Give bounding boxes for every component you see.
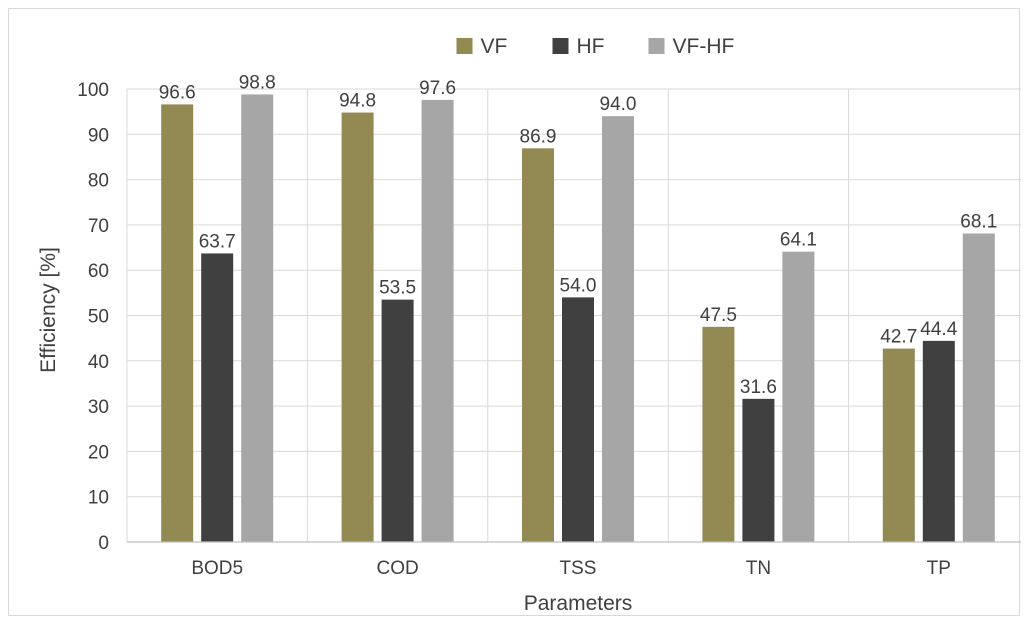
x-tick-label: BOD5 <box>191 558 243 579</box>
data-label: 64.1 <box>780 230 817 251</box>
axes: 0 10 20 30 40 50 60 70 80 90 100 BOD5 COD TSS TN TP <box>77 80 1029 579</box>
data-label: 98.8 <box>239 72 276 93</box>
legend-swatch <box>456 38 473 54</box>
data-label: 54.0 <box>560 275 597 296</box>
data-label: 47.5 <box>700 305 737 326</box>
y-tick-label: 70 <box>88 216 109 237</box>
data-label: 96.6 <box>159 82 196 103</box>
bars <box>161 94 995 543</box>
legend-swatch <box>648 38 665 54</box>
data-label: 53.5 <box>379 278 416 299</box>
legend: VF HF VF-HF <box>456 35 735 58</box>
x-tick-label: COD <box>376 558 418 579</box>
x-tick-label: TP <box>927 558 951 579</box>
bar-vf-cod <box>341 112 374 542</box>
bar-hf-bod5 <box>201 253 234 542</box>
data-label: 97.6 <box>419 78 456 99</box>
x-tick-label: TSS <box>560 558 597 579</box>
y-tick-label: 30 <box>88 397 109 418</box>
bar-hf-tss <box>562 297 594 542</box>
legend-label: VF-HF <box>673 35 735 58</box>
bar-vf-tp <box>882 348 915 542</box>
data-label: 42.7 <box>880 327 917 348</box>
y-tick-label: 10 <box>88 488 109 509</box>
data-label: 44.4 <box>920 319 957 340</box>
data-label: 31.6 <box>740 377 777 398</box>
legend-swatch <box>552 38 569 54</box>
bar-hf-tn <box>742 398 775 542</box>
legend-label: VF <box>481 35 508 58</box>
bar-hf-tp <box>922 340 955 542</box>
chart-frame: 96.6 63.7 98.8 94.8 53.5 97.6 86.9 54.0 94.0 47.5… <box>8 8 1030 616</box>
bar-vf-tss <box>522 148 554 542</box>
data-label: 68.1 <box>960 212 997 233</box>
y-tick-label: 0 <box>98 533 109 554</box>
bar-chart: 96.6 63.7 98.8 94.8 53.5 97.6 86.9 54.0 94.0 47.5… <box>37 35 1030 615</box>
x-axis-title: Parameters <box>524 592 633 615</box>
legend-item-vf: VF <box>456 35 508 58</box>
bar-vf-hf-cod <box>421 99 454 542</box>
bar-vf-tn <box>702 326 735 542</box>
y-tick-label: 90 <box>88 125 109 146</box>
y-axis-title: Efficiency [%] <box>37 247 60 373</box>
data-labels: 96.6 63.7 98.8 94.8 53.5 97.6 86.9 54.0 94.0 47.5… <box>159 72 998 397</box>
legend-item-hf: HF <box>552 35 605 58</box>
legend-label: HF <box>577 35 605 58</box>
data-label: 94.0 <box>600 94 637 115</box>
bar-vf-hf-tn <box>782 251 815 542</box>
data-label: 94.8 <box>339 91 376 112</box>
x-tick-label: TN <box>746 558 771 579</box>
y-tick-label: 40 <box>88 352 109 373</box>
y-tick-label: 100 <box>77 80 109 101</box>
y-tick-label: 20 <box>88 442 109 463</box>
bar-vf-hf-tp <box>962 233 995 542</box>
bar-vf-hf-tss <box>602 116 634 543</box>
legend-item-vf-hf: VF-HF <box>648 35 735 58</box>
bar-vf-hf-bod5 <box>241 94 274 542</box>
data-label: 63.7 <box>199 231 236 252</box>
y-tick-label: 80 <box>88 171 109 192</box>
data-label: 86.9 <box>520 126 557 147</box>
bar-vf-bod5 <box>161 104 194 542</box>
y-tick-label: 50 <box>88 307 109 328</box>
y-tick-label: 60 <box>88 261 109 282</box>
bar-hf-cod <box>381 299 414 542</box>
